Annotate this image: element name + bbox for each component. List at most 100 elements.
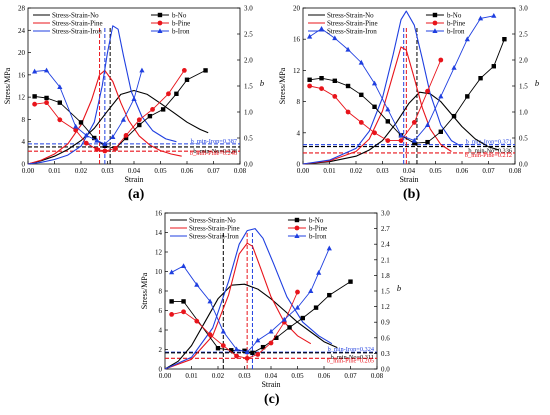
chart-a-y2-axis-label: b — [260, 78, 264, 88]
chart-b-b-point — [491, 13, 497, 18]
chart-a-b-point — [174, 91, 179, 96]
chart-c-x-tick-label: 0.06 — [318, 372, 331, 380]
chart-b-b-point — [398, 138, 404, 144]
chart-c-b-point — [287, 325, 292, 330]
chart-a-b-point — [73, 127, 79, 133]
chart-a-b-point — [44, 100, 49, 106]
chart-b-b-point — [319, 86, 324, 91]
chart-b-b-point — [345, 109, 351, 115]
chart-c-x-axis-label: Strain — [261, 380, 280, 389]
chart-b-legend-left-label: Stress-Strain-Pine — [327, 20, 378, 28]
chart-b-x-tick-label: 0.07 — [482, 167, 495, 175]
chart-c-x-tick-label: 0.05 — [291, 372, 304, 380]
chart-b-x-tick-label: 0.05 — [429, 167, 442, 175]
chart-b-b-point — [411, 137, 417, 143]
chart-a-x-tick-label: 0.06 — [181, 167, 194, 175]
chart-c-b-line-iron — [171, 248, 330, 353]
chart-a-y-tick-label: 8 — [22, 116, 26, 124]
chart-b-legend-right-label: b-Pine — [447, 20, 465, 28]
chart-b-b-point — [345, 83, 351, 89]
chart-b-y2-tick-label: 1.0 — [519, 109, 528, 117]
chart-c-b-point — [294, 304, 301, 310]
chart-a-b-point — [102, 148, 108, 154]
chart-c-y2-tick-label: 1.2 — [381, 303, 390, 311]
chart-c-y-tick-label: 4 — [159, 327, 163, 335]
chart-b-legend-right-label: b-Iron — [447, 28, 465, 36]
chart-a-b-point — [83, 132, 89, 138]
chart-b-b-point — [438, 129, 443, 134]
chart-b-b-point — [385, 106, 391, 112]
chart-b-b-line-no — [309, 39, 505, 144]
chart-b-b-point — [385, 138, 391, 144]
chart-b-y2-tick-label: 2.0 — [519, 57, 528, 65]
chart-b-y-axis-label: Stress/MPa — [278, 67, 287, 104]
chart-a-x-tick-label: 0.04 — [128, 167, 141, 175]
chart-c-x-tick-label: 0.07 — [344, 372, 357, 380]
chart-a-x-tick-label: 0.01 — [48, 167, 61, 175]
chart-c-b-point — [180, 263, 187, 269]
chart-a-y-tick-label: 28 — [18, 5, 26, 13]
chart-b-stress-line-pine — [302, 46, 452, 165]
chart-a-b-point — [78, 120, 84, 125]
chart-b-b-point — [398, 132, 404, 138]
chart-c-b-points-iron — [169, 245, 332, 355]
chart-b-y-tick-label: 20 — [293, 5, 301, 13]
chart-b-legend-right-marker — [432, 12, 438, 18]
chart-a-legend-left-label: Stress-Strain-Pine — [52, 20, 103, 28]
chart-c-ref-label-iron: b_min-Iron=0.324 — [328, 346, 375, 353]
chart-b-b-points-pine — [307, 57, 444, 144]
chart-b-y-tick-label: 16 — [293, 36, 301, 44]
chart-b-b-point — [425, 139, 430, 145]
chart-c-x-tick-label: 0.04 — [265, 372, 278, 380]
chart-b-b-point — [372, 104, 377, 109]
chart-a-b-point — [110, 134, 116, 139]
chart-a-b-point — [44, 95, 49, 101]
chart-c-y-tick-label: 2 — [159, 346, 163, 354]
chart-a-b-point — [92, 135, 97, 141]
chart-b-y2-tick-label: 0.5 — [519, 135, 528, 143]
chart-c-b-point — [348, 279, 353, 284]
chart-a-b-point — [203, 68, 208, 73]
chart-c-b-point — [295, 289, 300, 295]
chart-c-b-point — [260, 344, 266, 350]
chart-b-x-tick-label: 0.06 — [456, 167, 469, 175]
chart-c-b-point — [281, 316, 287, 322]
chart-a-legend-left-label: Stress-Strain-Iron — [52, 28, 102, 36]
chart-a-stress-line-no — [27, 89, 209, 165]
chart-a-y2-tick-label: 1.5 — [244, 83, 253, 91]
chart-c-stress-line-iron — [164, 228, 333, 370]
chart-c-b-point — [250, 350, 255, 356]
chart-c-x-tick-label: 0.01 — [185, 372, 198, 380]
chart-b-b-point — [385, 119, 390, 124]
chart-a-b-point — [73, 123, 79, 129]
chart-b-x-tick-label: 0.00 — [297, 167, 310, 175]
chart-c-b-point — [316, 270, 322, 275]
chart-b-b-point — [358, 120, 364, 125]
chart-b-ref-label-iron: b_min-Iron=0.371 — [466, 139, 512, 146]
chart-a-y2-tick-label: 0.5 — [244, 135, 253, 143]
chart-c-b-point — [181, 309, 186, 315]
chart-c-x-tick-label: 0.03 — [238, 372, 251, 380]
chart-a-b-points-pine — [32, 68, 187, 154]
chart-b-ref-label-no: b_min-No=0.336 — [468, 148, 512, 155]
chart-a-b-point — [32, 68, 38, 74]
chart-b-legend-right-label: b-No — [447, 12, 462, 20]
chart-a-b-point — [94, 137, 100, 143]
chart-b-legend-right-marker — [432, 20, 438, 26]
chart-a-y-tick-label: 0 — [22, 161, 26, 169]
chart-c-y2-tick-label: 0.6 — [381, 334, 390, 342]
chart-c-y2-tick-label: 1.8 — [381, 272, 390, 280]
caption-a: (a) — [128, 187, 145, 202]
chart-b-b-point — [438, 57, 444, 63]
chart-a-b-point — [32, 94, 37, 99]
chart-c-b-point — [255, 337, 261, 343]
chart-a-y-tick-label: 24 — [18, 27, 26, 35]
chart-a-b-point — [120, 117, 126, 122]
chart-c-y-tick-label: 16 — [155, 210, 163, 218]
chart-b-y-tick-label: 12 — [293, 67, 301, 75]
chart-c-b-point — [220, 343, 226, 348]
chart-a-b-point — [123, 135, 129, 141]
chart-b-b-point — [332, 35, 338, 41]
chart-b-b-point — [412, 141, 417, 146]
chart-c-legend-right-marker — [294, 225, 300, 231]
